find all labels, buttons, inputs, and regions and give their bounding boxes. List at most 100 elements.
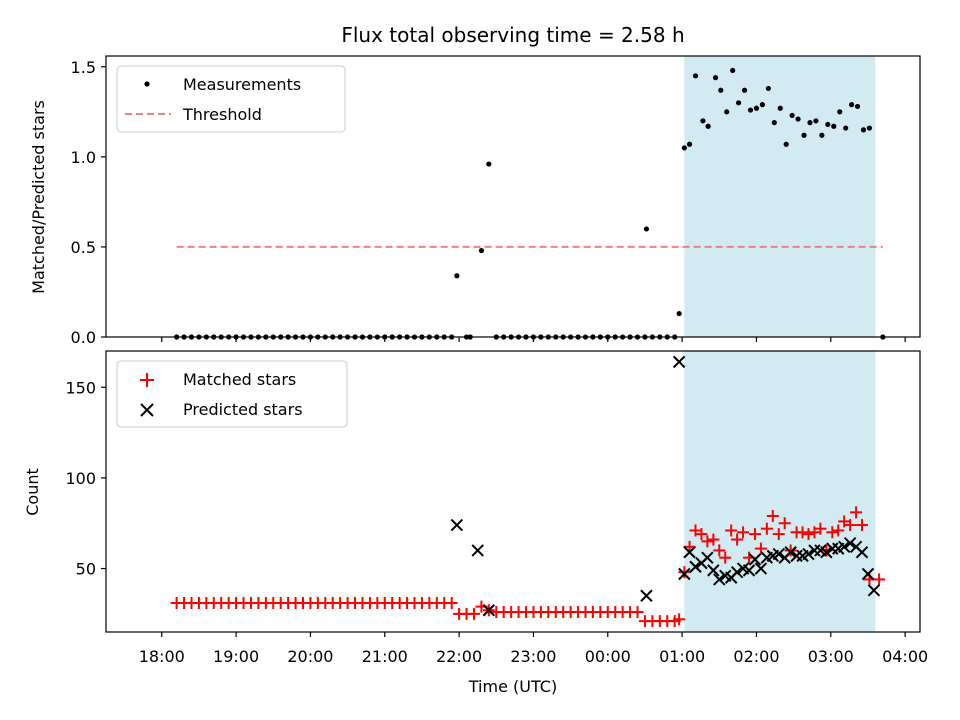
predicted-star-point — [861, 567, 875, 581]
bottom-legend: Matched stars Predicted stars — [116, 360, 348, 428]
observing-window-shade — [684, 56, 876, 337]
top-y-axis-label: Matched/Predicted stars — [29, 100, 48, 294]
top-x-ticks — [161, 337, 906, 342]
predicted-x-b — [748, 553, 762, 566]
matched-star-point — [754, 542, 767, 555]
matched-star-point — [725, 524, 738, 537]
x-tick-label: 01:00 — [659, 647, 705, 666]
predicted-star-point — [754, 562, 768, 575]
measurement-point — [860, 127, 867, 133]
predicted-x-b — [820, 546, 833, 559]
measurement-point — [730, 67, 736, 74]
measurement-point — [866, 125, 873, 131]
matched-star-point — [832, 524, 845, 537]
predicted-x-b — [701, 551, 714, 564]
predicted-x-b — [471, 544, 484, 557]
predicted-x-b — [772, 547, 785, 561]
matched-star-point — [731, 533, 744, 546]
predicted-star-point — [867, 584, 881, 597]
matched-star-point — [826, 526, 839, 539]
matched-star-point — [631, 606, 644, 619]
y-tick-label: 50 — [76, 560, 96, 579]
bottom-y-axis-label: Count — [23, 468, 42, 516]
predicted-x-b — [814, 544, 827, 557]
measurement-point — [718, 87, 724, 93]
measurement-point — [765, 85, 771, 92]
predicted-x-b — [730, 565, 744, 579]
predicted-star-point — [713, 573, 726, 586]
predicted-x-b — [754, 562, 768, 575]
measurement-point — [843, 125, 849, 131]
measurement-point — [681, 145, 687, 151]
predicted-x-b — [683, 546, 696, 559]
x-axis-label: Time (UTC) — [468, 677, 557, 696]
measurement-point — [831, 123, 837, 129]
predicted-star-point — [683, 546, 696, 559]
measurement-point — [700, 118, 706, 124]
matched-star-point — [766, 509, 779, 522]
legend-threshold-label: Threshold — [182, 105, 262, 124]
matched-stars-points — [170, 506, 886, 628]
predicted-x-b — [802, 547, 815, 561]
top-legend-box — [116, 65, 346, 133]
matched-star-point — [802, 528, 815, 541]
predicted-star-point — [784, 546, 797, 559]
measurement-point — [825, 121, 831, 128]
predicted-star-point — [482, 604, 496, 617]
legend-matched-marker — [140, 373, 154, 387]
predicted-x-b — [672, 355, 686, 369]
x-tick-label: 23:00 — [510, 647, 556, 666]
measurement-point — [771, 120, 777, 126]
matched-star-point — [748, 528, 761, 541]
predicted-x-b — [640, 589, 653, 602]
measurement-point — [478, 247, 485, 254]
predicted-star-point — [672, 355, 686, 369]
top-y-ticks: 0.0 0.5 1.0 1.5 — [71, 58, 106, 347]
matched-star-point — [695, 528, 708, 541]
predicted-x-b — [678, 567, 691, 581]
predicted-x-b — [719, 569, 732, 583]
measurement-point — [813, 118, 819, 124]
matched-star-point — [737, 526, 750, 539]
predicted-x-b — [867, 584, 881, 597]
predicted-star-point — [855, 546, 869, 559]
legend-measurements-marker — [144, 81, 150, 87]
x-tick-label: 00:00 — [585, 647, 631, 666]
predicted-star-point — [820, 546, 833, 559]
matched-star-point — [719, 551, 732, 564]
predicted-star-point — [701, 551, 714, 564]
predicted-x-b — [837, 540, 851, 554]
flux-ratio-panel: 0.0 0.5 1.0 1.5 Matched/Predicted stars Mea… — [29, 55, 921, 347]
measurement-point — [712, 75, 719, 81]
matched-star-point — [713, 544, 726, 557]
predicted-star-point — [450, 518, 464, 532]
measurement-point — [837, 109, 843, 115]
measurement-point — [486, 161, 492, 167]
legend-predicted-label: Predicted stars — [183, 400, 303, 419]
y-tick-label: 0.5 — [71, 238, 96, 257]
star-count-panel: 50 100 150 18:00 19:00 20:00 21:00 22:00 23:00 0… — [23, 350, 928, 696]
bottom-x-ticks: 18:00 19:00 20:00 21:00 22:00 23:00 00:00 01:00… — [139, 632, 928, 666]
observing-window-shade — [684, 351, 876, 632]
legend-matched-label: Matched stars — [183, 370, 296, 389]
shaded-region — [684, 56, 876, 337]
matched-star-point — [760, 522, 773, 535]
bottom-legend-box — [116, 360, 348, 428]
y-tick-label: 100 — [65, 469, 96, 488]
matched-star-point — [856, 519, 869, 532]
shaded-region — [684, 351, 876, 632]
measurement-point — [643, 226, 650, 232]
predicted-star-point — [837, 540, 851, 554]
measurement-point — [795, 116, 801, 122]
matched-star-point — [445, 596, 458, 609]
measurement-point — [783, 141, 789, 147]
matched-star-point — [467, 607, 480, 620]
predicted-x-b — [742, 564, 756, 577]
measurement-point — [724, 109, 730, 115]
y-tick-label: 1.0 — [71, 148, 96, 167]
matched-star-point — [707, 533, 720, 546]
predicted-x-b — [689, 560, 702, 573]
matched-star-point — [796, 526, 809, 539]
predicted-star-point — [843, 536, 857, 550]
